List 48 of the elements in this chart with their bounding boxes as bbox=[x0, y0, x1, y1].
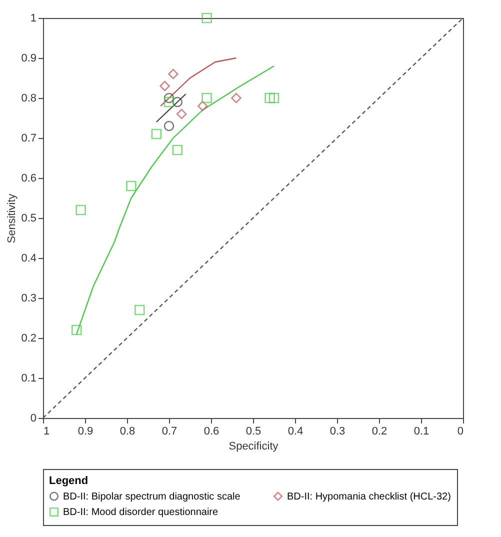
point bbox=[202, 12, 212, 24]
point bbox=[172, 144, 183, 156]
x-tick-label: 0.5 bbox=[246, 426, 262, 438]
x-tick-label: 0 bbox=[457, 426, 464, 438]
point bbox=[134, 304, 145, 316]
y-tick-label: 0.6 bbox=[21, 172, 36, 184]
point bbox=[268, 92, 280, 104]
legend-label: BD-II: Mood disorder questionnaire bbox=[63, 507, 219, 518]
point bbox=[160, 80, 170, 92]
x-tick-label: 0.2 bbox=[372, 426, 388, 438]
line-series bbox=[160, 57, 237, 107]
point bbox=[164, 96, 174, 108]
x-tick-label: 0.7 bbox=[162, 426, 178, 438]
y-axis-title: Sensitivity bbox=[6, 193, 18, 244]
y-tick-label: 0.7 bbox=[21, 132, 36, 144]
x-axis-title: Specificity bbox=[228, 440, 279, 452]
y-tick-label: 0.9 bbox=[21, 52, 36, 64]
point bbox=[76, 204, 86, 216]
y-tick-label: 0.5 bbox=[21, 212, 36, 224]
x-tick-label: 1 bbox=[44, 426, 50, 438]
point bbox=[164, 120, 174, 132]
y-tick-label: 0.2 bbox=[21, 332, 36, 344]
point bbox=[164, 92, 174, 104]
x-tick-label: 0.1 bbox=[414, 426, 430, 438]
y-tick-label: 0.8 bbox=[21, 92, 36, 104]
x-tick-label: 0.6 bbox=[204, 426, 220, 438]
y-tick-label: 0 bbox=[30, 412, 36, 424]
point bbox=[197, 100, 208, 112]
point bbox=[126, 180, 136, 192]
legend-label: BD-II: Bipolar spectrum diagnostic scale bbox=[63, 491, 241, 502]
point bbox=[176, 108, 187, 120]
x-tick-label: 0.9 bbox=[78, 426, 94, 438]
point bbox=[172, 96, 183, 108]
x-tick-label: 0.4 bbox=[288, 426, 304, 438]
point bbox=[231, 92, 242, 104]
y-tick-label: 0.4 bbox=[21, 252, 36, 264]
point bbox=[151, 128, 162, 140]
y-tick-label: 0.1 bbox=[21, 372, 36, 384]
point bbox=[168, 68, 178, 80]
point bbox=[202, 92, 212, 104]
x-tick-label: 0.3 bbox=[330, 426, 346, 438]
point bbox=[264, 92, 275, 104]
y-tick-label: 1 bbox=[30, 12, 36, 24]
legend-title: Legend bbox=[49, 475, 88, 487]
point bbox=[71, 324, 82, 336]
y-tick-label: 0.3 bbox=[21, 292, 36, 304]
x-tick-label: 0.8 bbox=[120, 426, 136, 438]
legend-label: BD-II: Hypomania checklist (HCL-32) bbox=[287, 491, 451, 502]
